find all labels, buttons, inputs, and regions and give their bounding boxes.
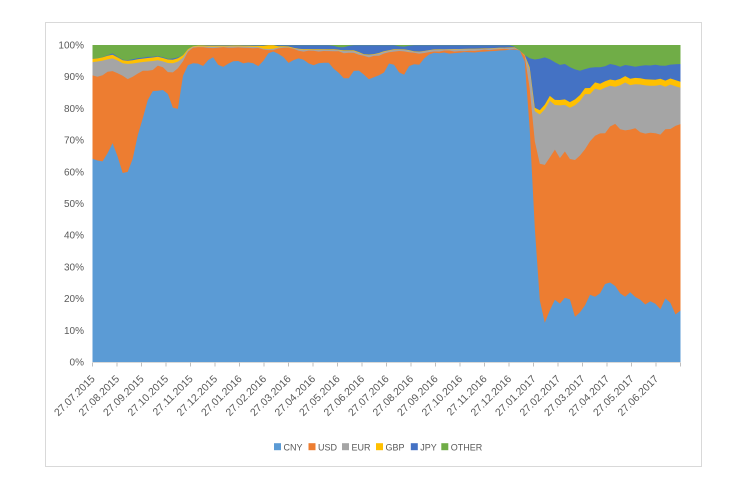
svg-text:EUR: EUR bbox=[352, 442, 372, 452]
svg-text:GBP: GBP bbox=[386, 442, 405, 452]
svg-text:40%: 40% bbox=[64, 231, 84, 242]
svg-text:70%: 70% bbox=[64, 136, 84, 147]
svg-text:60%: 60% bbox=[64, 167, 84, 178]
svg-text:90%: 90% bbox=[64, 72, 84, 83]
svg-text:OTHER: OTHER bbox=[451, 442, 483, 452]
svg-text:80%: 80% bbox=[64, 104, 84, 115]
svg-text:100%: 100% bbox=[58, 41, 84, 52]
svg-text:50%: 50% bbox=[64, 199, 84, 210]
svg-text:USD: USD bbox=[318, 442, 338, 452]
svg-text:CNY: CNY bbox=[284, 442, 303, 452]
svg-text:JPY: JPY bbox=[420, 442, 437, 452]
svg-text:0%: 0% bbox=[70, 358, 85, 369]
svg-text:20%: 20% bbox=[64, 294, 84, 305]
svg-text:10%: 10% bbox=[64, 326, 84, 337]
svg-text:30%: 30% bbox=[64, 262, 84, 273]
